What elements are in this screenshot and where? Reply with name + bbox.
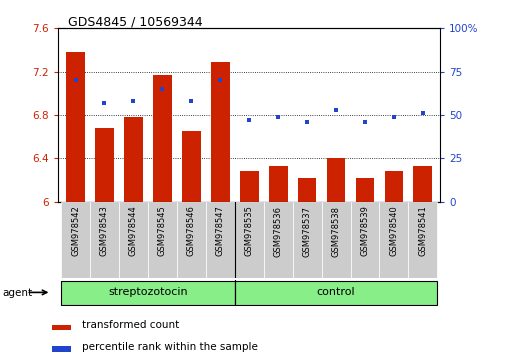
Bar — [66, 52, 85, 202]
Bar — [321, 202, 350, 278]
Point — [418, 110, 426, 116]
Text: control: control — [316, 287, 355, 297]
Bar — [297, 178, 316, 202]
Bar — [292, 202, 321, 278]
Bar — [408, 202, 436, 278]
Bar — [211, 62, 229, 202]
Text: GSM978536: GSM978536 — [273, 206, 282, 257]
Bar — [350, 202, 379, 278]
Text: GSM978547: GSM978547 — [215, 206, 224, 256]
Point — [129, 98, 137, 104]
Bar — [124, 117, 142, 202]
Bar — [413, 166, 431, 202]
Bar — [234, 281, 436, 305]
Text: GSM978538: GSM978538 — [331, 206, 340, 257]
Bar — [153, 75, 171, 202]
Bar — [61, 281, 234, 305]
Bar — [263, 202, 292, 278]
Text: GSM978545: GSM978545 — [158, 206, 167, 256]
Bar — [234, 202, 263, 278]
Bar — [379, 202, 408, 278]
Bar — [177, 202, 206, 278]
Bar — [182, 131, 200, 202]
Bar — [52, 346, 71, 352]
Text: GSM978544: GSM978544 — [129, 206, 138, 256]
Text: GSM978537: GSM978537 — [302, 206, 311, 257]
Bar — [52, 325, 71, 330]
Point — [360, 119, 368, 125]
Bar — [90, 202, 119, 278]
Text: agent: agent — [3, 288, 33, 298]
Bar — [239, 171, 258, 202]
Point — [389, 114, 397, 120]
Bar — [95, 128, 114, 202]
Text: transformed count: transformed count — [82, 320, 179, 331]
Bar — [206, 202, 234, 278]
Point — [158, 86, 166, 92]
Text: streptozotocin: streptozotocin — [108, 287, 187, 297]
Bar — [147, 202, 177, 278]
Text: GSM978540: GSM978540 — [389, 206, 397, 256]
Bar — [119, 202, 147, 278]
Point — [100, 100, 109, 106]
Point — [71, 78, 79, 83]
Text: GDS4845 / 10569344: GDS4845 / 10569344 — [68, 16, 203, 29]
Text: GSM978542: GSM978542 — [71, 206, 80, 256]
Bar — [355, 178, 374, 202]
Point — [302, 119, 311, 125]
Text: GSM978541: GSM978541 — [418, 206, 427, 256]
Text: GSM978539: GSM978539 — [360, 206, 369, 256]
Text: GSM978543: GSM978543 — [100, 206, 109, 256]
Point — [331, 107, 339, 113]
Text: percentile rank within the sample: percentile rank within the sample — [82, 342, 258, 352]
Bar — [326, 159, 345, 202]
Point — [187, 98, 195, 104]
Point — [274, 114, 282, 120]
Bar — [61, 202, 90, 278]
Text: GSM978535: GSM978535 — [244, 206, 253, 256]
Bar — [384, 171, 402, 202]
Point — [216, 78, 224, 83]
Bar — [268, 166, 287, 202]
Text: GSM978546: GSM978546 — [186, 206, 195, 256]
Point — [245, 118, 253, 123]
